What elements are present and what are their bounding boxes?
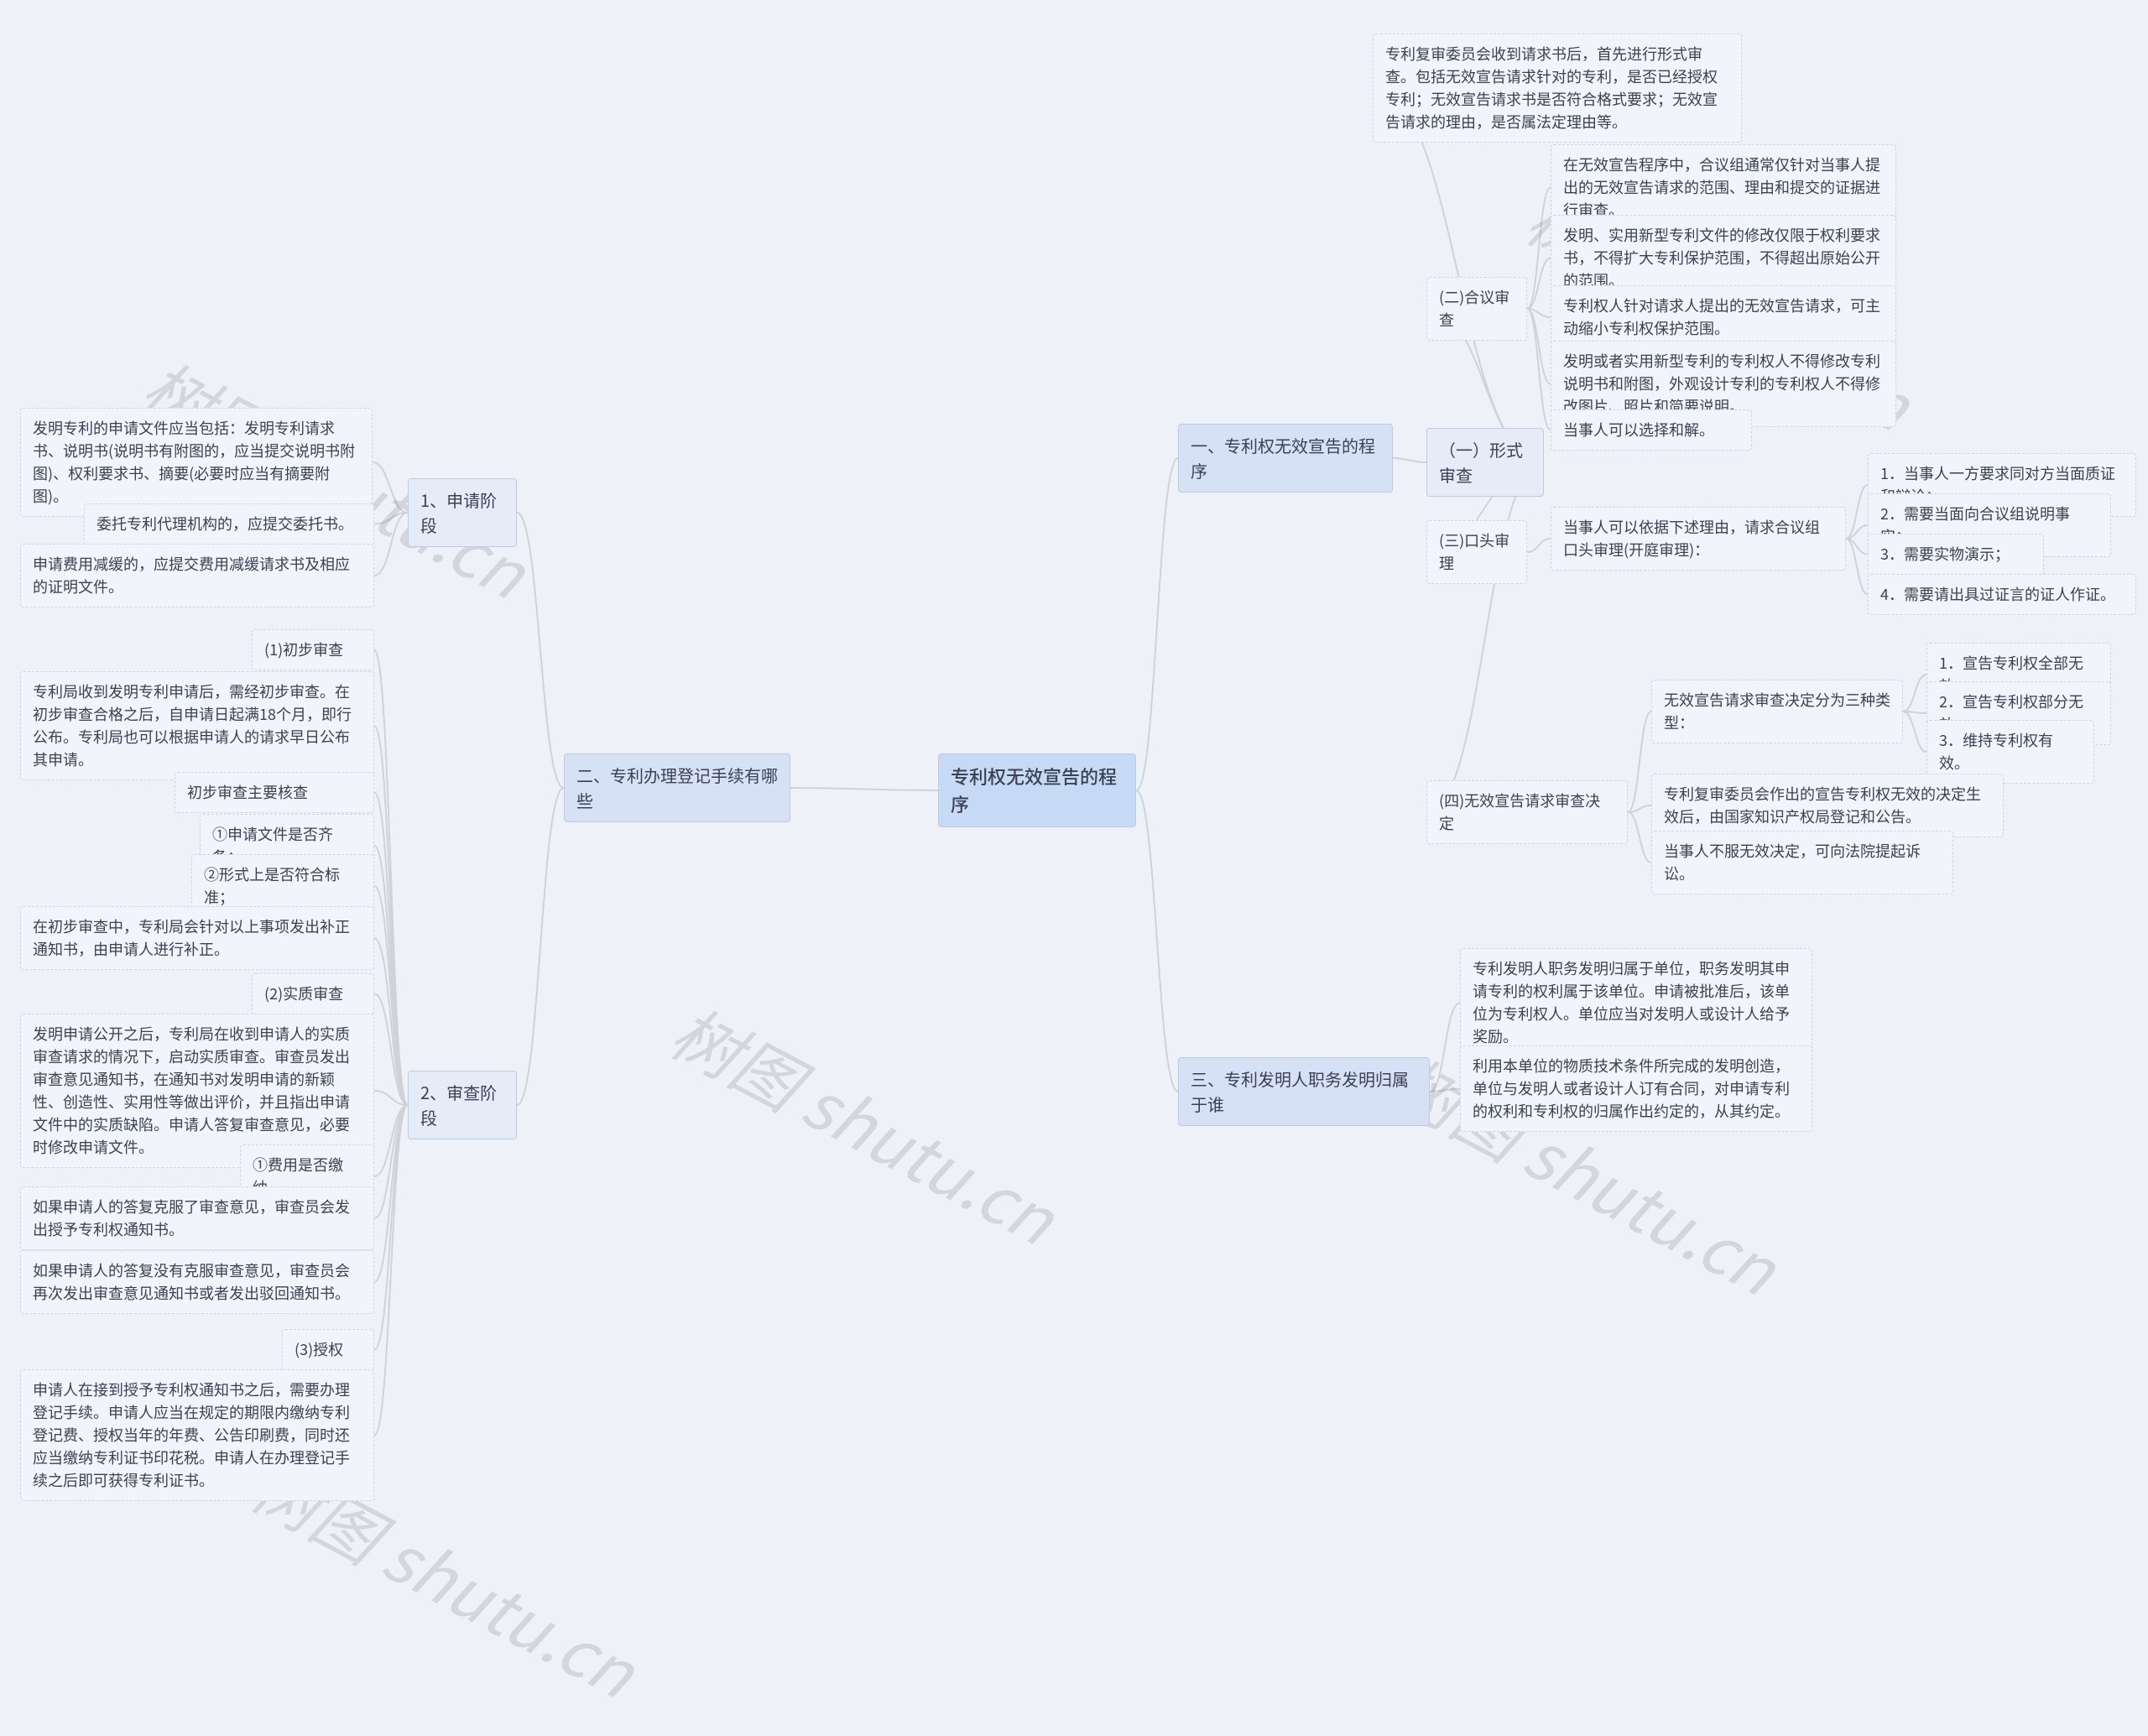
node-b1c4a: 无效宣告请求审查决定分为三种类型： — [1651, 680, 1903, 743]
node-b2b10: 如果申请人的答复没有克服审查意见，审查员会再次发出审查意见通知书或者发出驳回通知… — [20, 1250, 374, 1314]
node-b1c4b: 专利复审委员会作出的宣告专利权无效的决定生效后，由国家知识产权局登记和公告。 — [1651, 774, 2004, 837]
node-b1c3a3: 3．需要实物演示； — [1868, 534, 2044, 575]
node-b2b7: (2)实质审查 — [252, 973, 374, 1014]
node-root: 专利权无效宣告的程序 — [938, 753, 1136, 827]
node-b1c2c: 专利权人针对请求人提出的无效宣告请求，可主动缩小专利权保护范围。 — [1551, 285, 1896, 349]
watermark-2: 树图 shutu.cn — [656, 981, 1074, 1264]
node-b2b11: (3)授权 — [282, 1329, 374, 1370]
node-b1c3a: 当事人可以依据下述理由，请求合议组口头审理(开庭审理)： — [1551, 507, 1846, 571]
node-b2a: 1、申请阶段 — [408, 478, 517, 547]
node-b1: 一、专利权无效宣告的程序 — [1178, 424, 1393, 493]
node-b3a: 专利发明人职务发明归属于单位，职务发明其申请专利的权利属于该单位。申请被批准后，… — [1460, 948, 1812, 1057]
node-b1c1: （一）形式审查 — [1426, 428, 1544, 497]
node-b2b12: 申请人在接到授予专利权通知书之后，需要办理登记手续。申请人应当在规定的期限内缴纳… — [20, 1369, 374, 1501]
node-b2: 二、专利办理登记手续有哪些 — [564, 753, 790, 822]
node-b1c3a4: 4．需要请出具过证言的证人作证。 — [1868, 574, 2136, 615]
node-b2a3: 申请费用减缓的，应提交费用减缓请求书及相应的证明文件。 — [20, 544, 374, 607]
node-b3b: 利用本单位的物质技术条件所完成的发明创造，单位与发明人或者设计人订有合同，对申请… — [1460, 1045, 1812, 1132]
mindmap-canvas: 树图 shutu.cn树图 shutu.cn树图 shutu.cn树图 shut… — [0, 0, 2148, 1736]
node-b2b1: (1)初步审查 — [252, 629, 374, 670]
node-b1c2e: 当事人可以选择和解。 — [1551, 409, 1752, 451]
node-b3: 三、专利发明人职务发明归属于谁 — [1178, 1057, 1430, 1126]
node-b2b3: 初步审查主要核查 — [175, 772, 374, 813]
node-b1c4: (四)无效宣告请求审查决定 — [1426, 780, 1628, 844]
node-b2b2: 专利局收到发明专利申请后，需经初步审查。在初步审查合格之后，自申请日起满18个月… — [20, 671, 374, 780]
node-b2b6: 在初步审查中，专利局会针对以上事项发出补正通知书，由申请人进行补正。 — [20, 906, 374, 970]
node-b2a1: 发明专利的申请文件应当包括：发明专利请求书、说明书(说明书有附图的，应当提交说明… — [20, 408, 373, 517]
node-b1c3: (三)口头审理 — [1426, 520, 1527, 584]
node-b1c1a: 专利复审委员会收到请求书后，首先进行形式审查。包括无效宣告请求针对的专利，是否已… — [1373, 34, 1742, 143]
node-b1c4c: 当事人不服无效决定，可向法院提起诉讼。 — [1651, 831, 1953, 894]
node-b2b9: 如果申请人的答复克服了审查意见，审查员会发出授予专利权通知书。 — [20, 1186, 374, 1250]
node-b2b: 2、审查阶段 — [408, 1071, 517, 1139]
node-b2a2: 委托专利代理机构的，应提交委托书。 — [84, 503, 374, 545]
node-b1c2: (二)合议审查 — [1426, 277, 1527, 341]
